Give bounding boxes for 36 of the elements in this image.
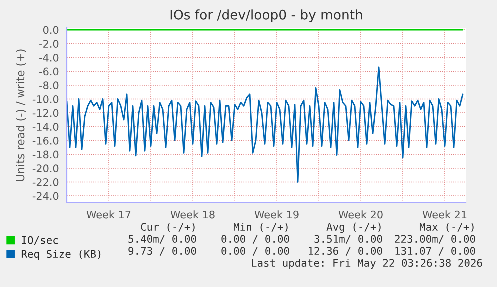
y-tick-label: -4.0 bbox=[40, 54, 59, 62]
legend-label: IO/sec bbox=[22, 236, 58, 246]
text: 9.73 / 0.00 bbox=[128, 247, 196, 256]
y-tick-label: -20.0 bbox=[32, 164, 59, 173]
text: Min (-/+) bbox=[234, 222, 288, 232]
x-tick-label: Week 18 bbox=[170, 210, 215, 219]
text: 5.40m/ 0.00 bbox=[128, 235, 196, 244]
y-tick-label: -16.0 bbox=[32, 136, 59, 145]
line-series bbox=[67, 66, 464, 183]
y-tick-label: -24.0 bbox=[32, 192, 59, 200]
text: Cur (-/+) bbox=[141, 223, 195, 232]
text: Avg (-/+) bbox=[326, 222, 381, 234]
x-tick-label: Week 20 bbox=[338, 210, 383, 219]
y-tick-label: -6.0 bbox=[40, 68, 59, 76]
y-tick-label: -18.0 bbox=[32, 150, 59, 159]
y-tick-label: -8.0 bbox=[40, 82, 59, 90]
x-tick-label: Week 21 bbox=[422, 210, 467, 219]
y-tick-label: -10.0 bbox=[32, 95, 59, 104]
y-tick-label: -12.0 bbox=[32, 109, 59, 118]
y-tick-label: -14.0 bbox=[32, 123, 59, 132]
text: 3.51m/ 0.00 bbox=[314, 235, 382, 244]
text: 0.00 / 0.00 bbox=[222, 235, 290, 244]
y-tick-label: 0.0 bbox=[43, 26, 59, 34]
legend-label: Req Size (KB) bbox=[22, 250, 101, 260]
text: 12.36 / 0.00 bbox=[309, 247, 382, 256]
text: Last update: Fri May 22 03:26:38 2026 bbox=[252, 258, 482, 270]
text: 223.00m/ 0.00 bbox=[395, 235, 476, 244]
x-tick-label: Week 17 bbox=[86, 210, 131, 219]
y-tick-label: -2.0 bbox=[40, 40, 59, 48]
x-tick-label: Week 19 bbox=[254, 210, 299, 219]
text: 0.00 / 0.00 bbox=[222, 247, 290, 256]
chart-title: IOs for /dev/loop0 - by month bbox=[170, 10, 362, 22]
y-axis-title: Units read (-) / write (+) bbox=[16, 50, 26, 182]
text: 131.07 / 0.00 bbox=[396, 247, 476, 256]
text: Max (-/+) bbox=[420, 223, 474, 232]
y-tick-label: -22.0 bbox=[32, 178, 59, 186]
